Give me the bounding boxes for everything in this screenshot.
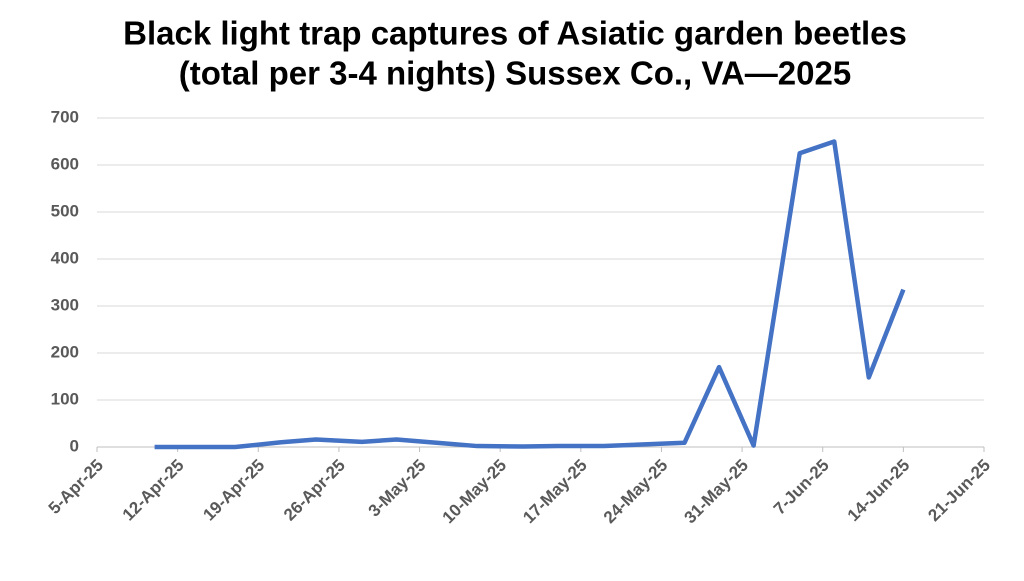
x-tick-label: 14-Jun-25 bbox=[844, 456, 914, 526]
y-tick-label: 300 bbox=[51, 295, 79, 314]
y-tick-label: 600 bbox=[51, 154, 79, 173]
x-tick-label: 21-Jun-25 bbox=[924, 456, 994, 526]
x-tick-label: 19-Apr-25 bbox=[199, 456, 268, 525]
y-tick-label: 700 bbox=[51, 107, 79, 126]
x-tick-label: 3-May-25 bbox=[365, 456, 430, 521]
data-line bbox=[154, 139, 906, 450]
chart-title: Black light trap captures of Asiatic gar… bbox=[123, 15, 907, 52]
y-tick-label: 400 bbox=[51, 248, 79, 267]
x-tick-label: 10-May-25 bbox=[439, 456, 511, 528]
x-tick-label: 5-Apr-25 bbox=[45, 456, 107, 518]
y-tick-label: 0 bbox=[70, 436, 79, 455]
x-tick-label: 24-May-25 bbox=[600, 456, 672, 528]
x-tick-label: 26-Apr-25 bbox=[280, 456, 349, 525]
x-tick-label: 17-May-25 bbox=[519, 456, 591, 528]
y-tick-label: 200 bbox=[51, 342, 79, 361]
y-tick-label: 100 bbox=[51, 389, 79, 408]
chart-title: (total per 3-4 nights) Sussex Co., VA—20… bbox=[179, 55, 851, 92]
y-tick-label: 500 bbox=[51, 201, 79, 220]
x-tick-label: 12-Apr-25 bbox=[119, 456, 188, 525]
x-tick-label: 7-Jun-25 bbox=[770, 456, 833, 519]
x-tick-label: 31-May-25 bbox=[681, 456, 753, 528]
